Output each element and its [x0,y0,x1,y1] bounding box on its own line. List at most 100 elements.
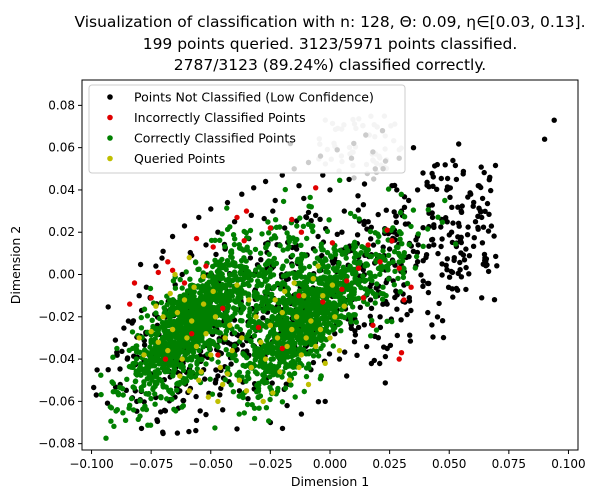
correctly-classified-point [373,327,380,333]
correctly-classified-point [415,231,421,237]
correctly-classified-point [225,351,232,358]
correctly-classified-point [297,215,303,221]
queried-point [136,335,142,341]
plot-points [91,113,557,441]
not-classified-point [391,182,398,189]
not-classified-point [404,311,410,318]
incorrectly-classified-point [339,286,345,292]
not-classified-point [440,334,447,341]
correctly-classified-point [280,247,286,253]
correctly-classified-point [291,370,298,377]
correctly-classified-point [163,352,169,358]
queried-point [196,377,202,383]
not-classified-point [124,355,131,361]
not-classified-point [361,181,368,187]
queried-point [160,314,166,320]
queried-point [313,343,319,350]
correctly-classified-point [289,338,296,344]
correctly-classified-point [399,241,405,247]
not-classified-point [384,301,390,307]
not-classified-point [382,380,388,386]
not-classified-point [114,349,120,355]
correctly-classified-point [171,365,178,372]
correctly-classified-point [373,291,379,298]
not-classified-point [406,197,412,204]
correctly-classified-point [219,231,225,237]
correctly-classified-point [187,276,193,282]
correctly-classified-point [173,352,179,358]
queried-point [293,314,300,320]
incorrectly-classified-point [241,238,247,244]
not-classified-point [261,215,267,222]
queried-point [203,331,209,337]
queried-point [327,335,333,341]
correctly-classified-point [236,369,243,375]
correctly-classified-point [374,281,380,287]
not-classified-point [231,219,238,225]
correctly-classified-point [148,395,154,402]
correctly-classified-point [275,321,282,328]
correctly-classified-point [218,265,224,271]
correctly-classified-point [187,368,193,375]
correctly-classified-point [277,224,283,230]
y-tick-label: −0.06 [38,394,75,408]
correctly-classified-point [321,320,327,327]
correctly-classified-point [296,288,303,294]
not-classified-point [398,317,404,323]
queried-point [284,343,290,350]
correctly-classified-point [143,406,150,413]
correctly-classified-point [217,237,223,243]
not-classified-point [406,295,412,301]
not-classified-point [488,223,495,229]
correctly-classified-point [114,345,120,352]
not-classified-point [431,242,437,248]
not-classified-point [94,367,100,373]
correctly-classified-point [337,177,343,183]
correctly-classified-point [189,324,195,330]
not-classified-point [471,199,477,206]
not-classified-point [444,256,450,262]
correctly-classified-point [219,281,225,288]
not-classified-point [386,246,393,252]
correctly-classified-point [172,285,179,291]
correctly-classified-point [238,246,244,252]
incorrectly-classified-point [279,345,285,352]
y-axis: −0.08 −0.06 −0.04 −0.02 0.00 0.02 0.04 0.06 0.08 [38,98,82,451]
not-classified-point [430,183,436,189]
queried-point [289,326,295,333]
not-classified-point [153,263,159,269]
not-classified-point [370,242,377,248]
not-classified-point [391,209,397,215]
correctly-classified-point [236,242,242,248]
correctly-classified-point [280,198,287,205]
correctly-classified-point [390,259,396,265]
correctly-classified-point [301,347,307,353]
correctly-classified-point [279,374,285,380]
correctly-classified-point [282,186,288,193]
not-classified-point [284,402,290,409]
correctly-classified-point [246,320,253,326]
correctly-classified-point [256,305,262,311]
not-classified-point [375,211,381,218]
not-classified-point [377,314,383,320]
correctly-classified-point [324,249,331,256]
queried-point [148,328,154,335]
queried-point [167,290,173,297]
not-classified-point [393,213,399,219]
y-axis-label: Dimension 2 [8,226,23,304]
not-classified-point [453,176,460,183]
queried-point [215,398,221,405]
queried-point [320,293,326,299]
queried-point [186,254,192,261]
x-tick-label: −0.075 [129,457,173,471]
correctly-classified-point [356,216,362,222]
correctly-classified-point [126,363,133,370]
correctly-classified-point [243,378,249,384]
not-classified-point [269,380,275,386]
correctly-classified-point [262,305,269,311]
not-classified-point [112,337,119,343]
correctly-classified-point [346,266,353,273]
correctly-classified-point [330,327,336,333]
not-classified-point [541,136,548,142]
correctly-classified-point [129,329,136,335]
